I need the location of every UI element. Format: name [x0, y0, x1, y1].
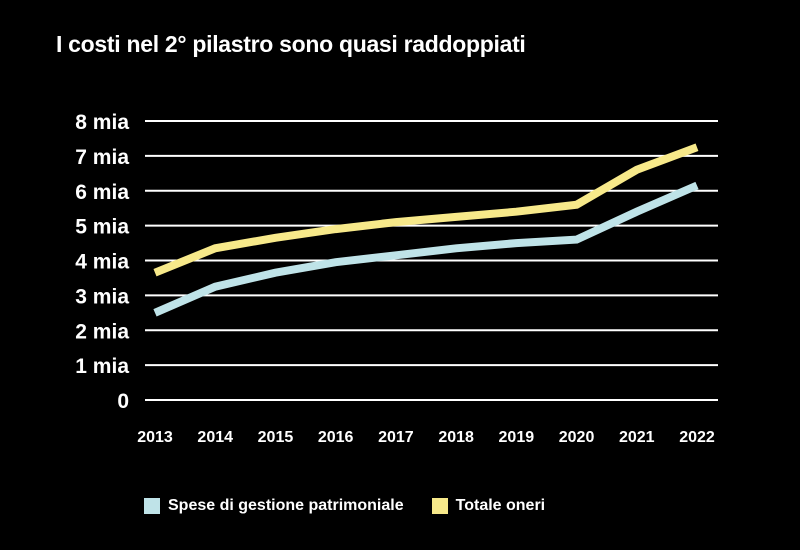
x-tick-label: 2015: [258, 429, 294, 446]
y-tick-label: 1 mia: [75, 355, 129, 378]
x-tick-label: 2016: [318, 429, 354, 446]
x-tick-label: 2013: [137, 429, 173, 446]
x-axis-ticks: 2013 2014 2015 2016 2017 2018 2019 2020 2021 2022: [137, 429, 715, 446]
y-tick-label: 4 mia: [75, 251, 129, 274]
legend-item-series-1: Spese di gestione patrimoniale: [144, 497, 404, 515]
y-tick-label: 8 mia: [75, 111, 129, 134]
legend-item-series-2: Totale oneri: [431, 497, 546, 515]
y-tick-label: 2 mia: [75, 320, 129, 343]
y-tick-label: 5 mia: [75, 216, 129, 239]
series-line-1: [153, 181, 699, 317]
x-tick-label: 2021: [619, 429, 655, 446]
gridlines: [145, 120, 718, 401]
legend-swatch-series-2: [431, 498, 448, 514]
y-tick-label: 3 mia: [75, 285, 129, 308]
x-tick-label: 2022: [679, 429, 715, 446]
legend: Spese di gestione patrimoniale Totale on…: [144, 497, 573, 515]
chart-title: I costi nel 2° pilastro sono quasi raddo…: [56, 31, 526, 57]
x-tick-label: 2019: [499, 429, 535, 446]
series-lines: [153, 143, 699, 317]
y-tick-label: 6 mia: [75, 181, 129, 204]
legend-label-series-1: Spese di gestione patrimoniale: [168, 497, 404, 514]
y-tick-label: 7 mia: [75, 146, 129, 169]
x-tick-label: 2014: [197, 429, 233, 446]
y-axis-ticks: 0 1 mia 2 mia 3 mia 4 mia 5 mia 6 mia 7 mia 8 mi…: [75, 111, 129, 413]
legend-label-series-2: Totale oneri: [455, 497, 546, 514]
x-tick-label: 2020: [559, 429, 595, 446]
legend-swatch-series-1: [144, 498, 160, 514]
x-tick-label: 2018: [438, 429, 474, 446]
series-line-2: [153, 143, 699, 277]
y-tick-label: 0: [117, 390, 129, 413]
x-tick-label: 2017: [378, 429, 414, 446]
